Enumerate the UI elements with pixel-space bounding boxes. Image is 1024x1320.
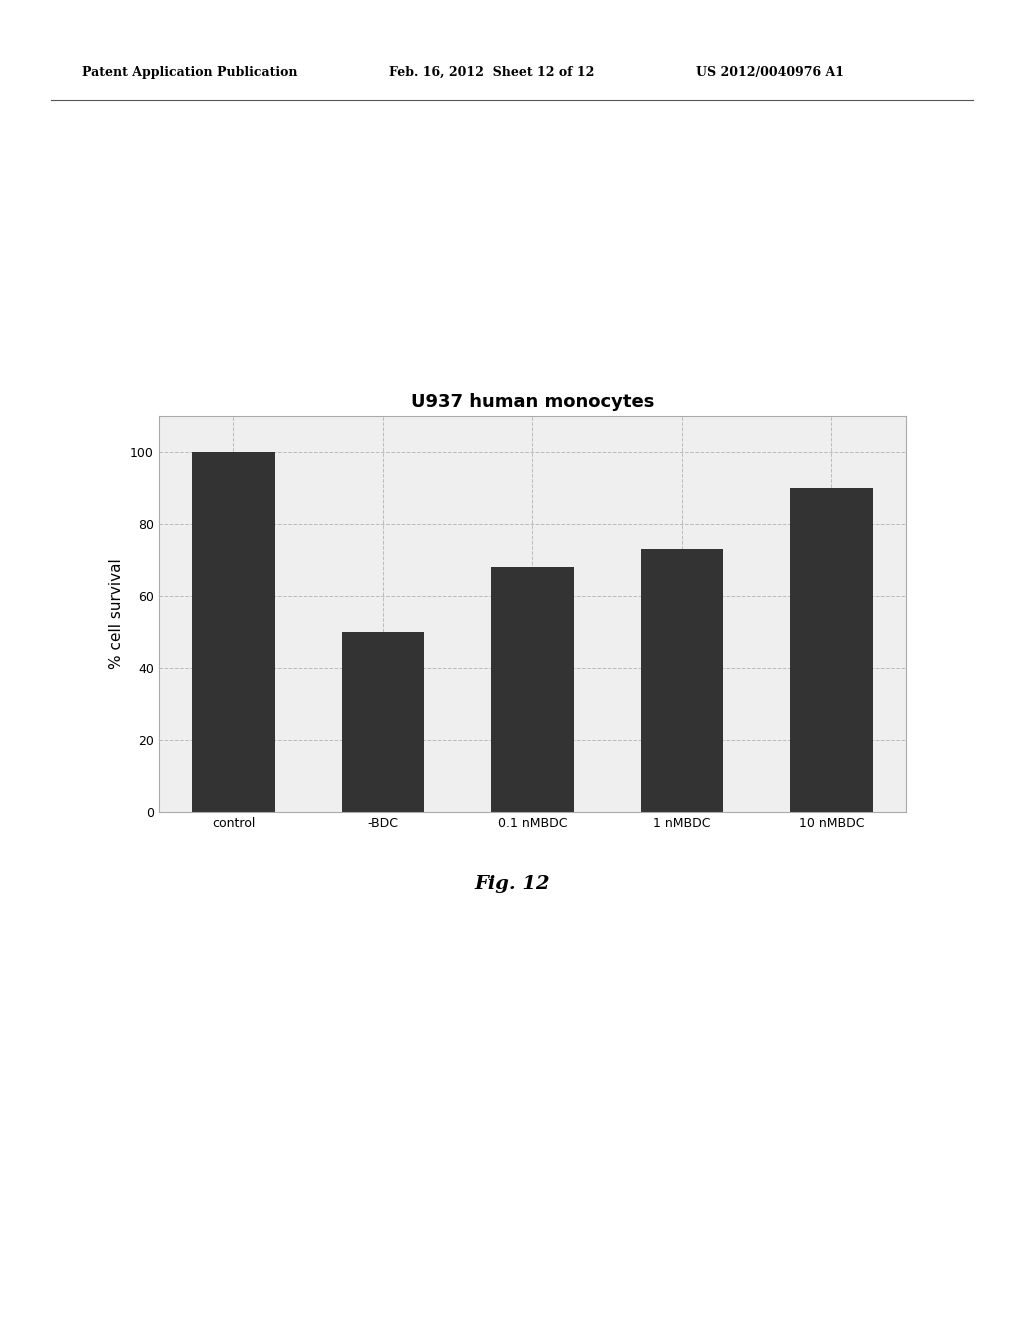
Text: Feb. 16, 2012  Sheet 12 of 12: Feb. 16, 2012 Sheet 12 of 12	[389, 66, 595, 79]
Bar	[791, 488, 872, 812]
Title: U937 human monocytes: U937 human monocytes	[411, 393, 654, 412]
Y-axis label: % cell survival: % cell survival	[110, 558, 125, 669]
Text: Fig. 12: Fig. 12	[474, 875, 550, 894]
Bar	[641, 549, 723, 812]
Bar	[492, 568, 573, 812]
Bar	[342, 632, 424, 812]
Bar	[193, 451, 274, 812]
Text: US 2012/0040976 A1: US 2012/0040976 A1	[696, 66, 845, 79]
Text: Patent Application Publication: Patent Application Publication	[82, 66, 297, 79]
